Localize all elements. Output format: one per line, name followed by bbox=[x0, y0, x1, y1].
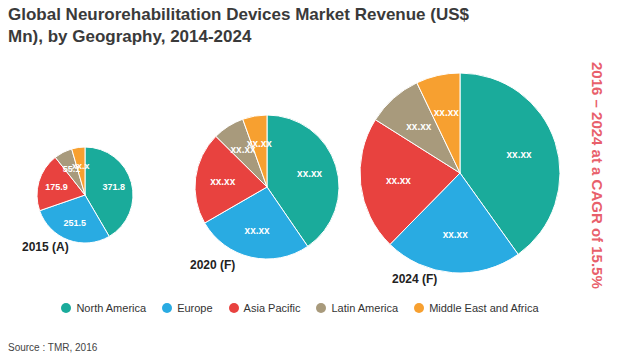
svg-text:xx.xx: xx.xx bbox=[434, 107, 459, 118]
html-text:2020 (F): 2020 (F) bbox=[190, 258, 236, 272]
svg-text:371.8: 371.8 bbox=[102, 182, 125, 192]
html-text:2015 (A): 2015 (A) bbox=[22, 240, 69, 254]
html-text:2016 – 2024 at a CAGR of 15.5%: 2016 – 2024 at a CAGR of 15.5% bbox=[589, 62, 606, 289]
html-text:Europe: Europe bbox=[177, 302, 213, 314]
svg-text:xx.xx: xx.xx bbox=[443, 229, 468, 240]
svg-text:xx.xx: xx.xx bbox=[247, 138, 272, 149]
html-text:Middle East and Africa: Middle East and Africa bbox=[429, 302, 539, 314]
svg-text:xx.xx: xx.xx bbox=[406, 121, 431, 132]
svg-text:xx.xx: xx.xx bbox=[210, 176, 235, 187]
svg-text:251.5: 251.5 bbox=[63, 218, 86, 228]
svg-text:xx.xx: xx.xx bbox=[507, 149, 532, 160]
svg-text:xx.xx: xx.xx bbox=[245, 225, 270, 236]
html-text:Global Neurorehabilitation Dev: Global Neurorehabilitation Devices Marke… bbox=[8, 5, 469, 46]
svg-text:xx.x: xx.x bbox=[72, 161, 90, 171]
html-text:North America: North America bbox=[76, 302, 147, 314]
html-text:2024 (F): 2024 (F) bbox=[392, 272, 438, 286]
html-text:Latin America: Latin America bbox=[331, 302, 399, 314]
html-text:Asia Pacific: Asia Pacific bbox=[243, 302, 301, 314]
svg-text:xx.xx: xx.xx bbox=[297, 168, 322, 179]
svg-text:xx.xx: xx.xx bbox=[230, 143, 256, 155]
svg-text:175.9: 175.9 bbox=[45, 182, 68, 192]
svg-text:xx.xx: xx.xx bbox=[386, 175, 411, 186]
html-text:Source : TMR, 2016: Source : TMR, 2016 bbox=[8, 342, 98, 353]
